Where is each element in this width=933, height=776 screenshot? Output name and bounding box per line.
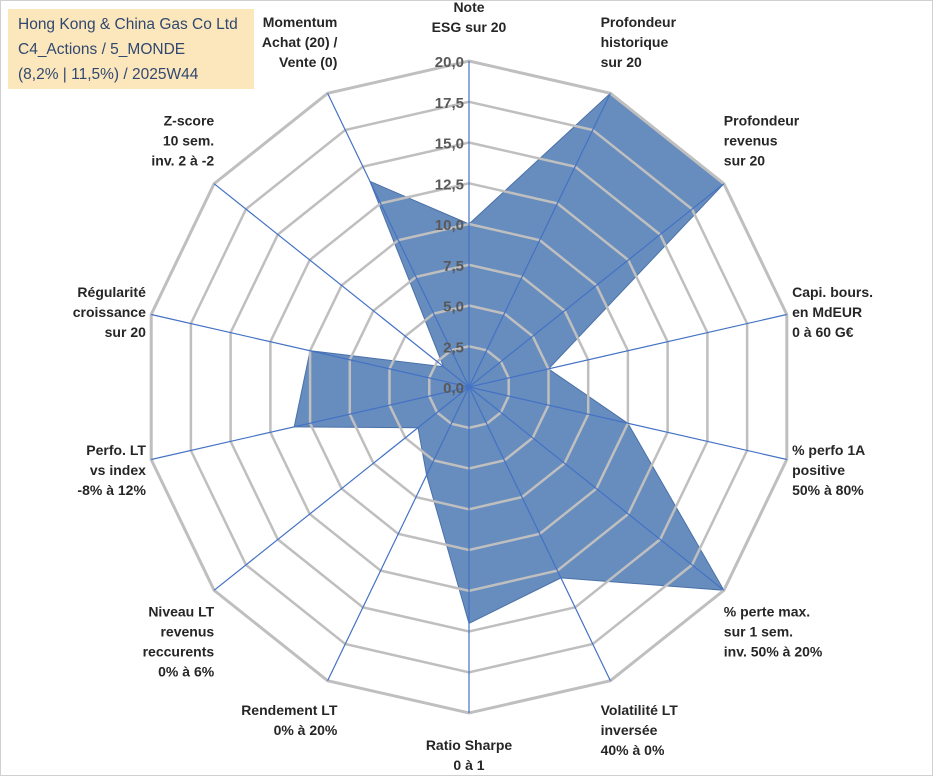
axis-spoke-5 bbox=[468, 386, 787, 461]
tick-label: 17,5 bbox=[435, 95, 464, 112]
category-label-line: revenus bbox=[724, 132, 778, 148]
tick-label: 15,0 bbox=[435, 136, 464, 153]
category-label-line: vs index bbox=[90, 462, 146, 478]
title-stats: (8,2% | 11,5%) / 2025W44 bbox=[18, 66, 199, 83]
category-label-12: Régularité croissance sur 20 bbox=[73, 284, 146, 340]
category-label-line: sur 20 bbox=[724, 152, 765, 168]
category-label-line: 10 sem. bbox=[163, 132, 214, 148]
category-label-2: Profondeur historique sur 20 bbox=[601, 14, 677, 70]
title-company: Hong Kong & China Gas Co Ltd bbox=[18, 16, 238, 33]
category-label-line: Ratio Sharpe bbox=[426, 737, 513, 753]
category-label-8: Ratio Sharpe 0 à 1 bbox=[426, 737, 513, 773]
category-label-line: en MdEUR bbox=[792, 304, 862, 320]
category-label-line: sur 20 bbox=[601, 54, 642, 70]
category-label-11: Perfo. LT vs index -8% à 12% bbox=[77, 442, 146, 498]
category-label-line: Achat (20) / bbox=[262, 34, 338, 50]
series-area-layer bbox=[293, 92, 725, 625]
category-label-line: Rendement LT bbox=[241, 702, 338, 718]
tick-label: 5,0 bbox=[443, 299, 464, 316]
category-label-line: Volatilité LT bbox=[601, 702, 679, 718]
category-label-line: positive bbox=[792, 462, 845, 478]
category-label-line: croissance bbox=[73, 304, 146, 320]
category-label-line: 0% à 20% bbox=[274, 722, 338, 738]
tick-label: 12,5 bbox=[435, 176, 464, 193]
axis-spoke-7 bbox=[468, 386, 611, 681]
category-label-line: Profondeur bbox=[724, 112, 800, 128]
category-label-14: Momentum Achat (20) / Vente (0) bbox=[262, 14, 338, 70]
axis-spoke-11 bbox=[151, 386, 470, 461]
category-label-line: Niveau LT bbox=[148, 604, 214, 620]
category-label-line: 0 à 1 bbox=[453, 757, 484, 773]
category-label-line: inversée bbox=[601, 722, 658, 738]
category-label-4: Capi. bours. en MdEUR 0 à 60 G€ bbox=[792, 284, 873, 340]
category-label-6: % perte max. sur 1 sem. inv. 50% à 20% bbox=[724, 604, 823, 660]
axis-spoke-9 bbox=[327, 386, 470, 681]
axis-spoke-10 bbox=[213, 386, 470, 591]
title-box: Hong Kong & China Gas Co Ltd C4_Actions … bbox=[8, 9, 254, 89]
category-label-line: % perfo 1A bbox=[792, 442, 865, 458]
series-area-1 bbox=[293, 92, 725, 625]
category-label-5: % perfo 1A positive 50% à 80% bbox=[792, 442, 865, 498]
axis-spoke-14 bbox=[327, 93, 470, 388]
axis-spoke-3 bbox=[468, 183, 725, 388]
category-label-line: ESG sur 20 bbox=[432, 19, 507, 35]
category-label-line: Perfo. LT bbox=[86, 442, 146, 458]
axis-spoke-4 bbox=[468, 313, 787, 388]
category-label-line: % perte max. bbox=[724, 604, 810, 620]
axis-spoke-13 bbox=[213, 183, 470, 388]
category-label-line: -8% à 12% bbox=[77, 482, 146, 498]
category-label-line: 0% à 6% bbox=[158, 664, 215, 680]
axis-spoke-2 bbox=[468, 93, 611, 388]
category-label-line: 50% à 80% bbox=[792, 482, 864, 498]
category-label-1: Note ESG sur 20 bbox=[432, 1, 507, 35]
tick-label: 2,5 bbox=[443, 339, 464, 356]
title-portfolio: C4_Actions / 5_MONDE bbox=[18, 41, 186, 58]
category-label-line: reccurents bbox=[143, 644, 215, 660]
category-label-line: Profondeur bbox=[601, 14, 677, 30]
category-label-line: 40% à 0% bbox=[601, 742, 665, 758]
tick-label: 0,0 bbox=[443, 380, 464, 397]
tick-label: 10,0 bbox=[435, 217, 464, 234]
category-label-line: inv. 50% à 20% bbox=[724, 644, 823, 660]
category-label-line: Vente (0) bbox=[279, 54, 337, 70]
category-label-line: Momentum bbox=[263, 14, 338, 30]
category-label-line: Z-score bbox=[164, 112, 215, 128]
axis-spoke-12 bbox=[151, 313, 470, 388]
tick-label-layer: 0,0 2,5 5,0 7,5 10,0 12,5 15,0 17,5 20,0 bbox=[435, 54, 464, 397]
category-label-line: Note bbox=[453, 1, 484, 15]
spoke-layer bbox=[151, 61, 787, 713]
category-label-line: sur 1 sem. bbox=[724, 624, 793, 640]
tick-label: 20,0 bbox=[435, 54, 464, 71]
category-label-line: sur 20 bbox=[105, 324, 146, 340]
category-label-line: Capi. bours. bbox=[792, 284, 873, 300]
category-label-line: revenus bbox=[160, 624, 214, 640]
category-label-line: historique bbox=[601, 34, 669, 50]
category-label-10: Niveau LT revenus reccurents 0% à 6% bbox=[143, 604, 215, 680]
category-label-9: Rendement LT 0% à 20% bbox=[241, 702, 338, 738]
axis-label-layer: Note ESG sur 20 Profondeur historique sur 20… bbox=[73, 1, 873, 773]
axis-spoke-6 bbox=[468, 386, 725, 591]
category-label-7: Volatilité LT inversée 40% à 0% bbox=[601, 702, 679, 758]
category-label-line: inv. 2 à -2 bbox=[151, 152, 214, 168]
category-label-13: Z-score 10 sem. inv. 2 à -2 bbox=[151, 112, 214, 168]
category-label-3: Profondeur revenus sur 20 bbox=[724, 112, 800, 168]
category-label-line: Régularité bbox=[77, 284, 146, 300]
category-label-line: 0 à 60 G€ bbox=[792, 324, 854, 340]
tick-label: 7,5 bbox=[443, 258, 464, 275]
